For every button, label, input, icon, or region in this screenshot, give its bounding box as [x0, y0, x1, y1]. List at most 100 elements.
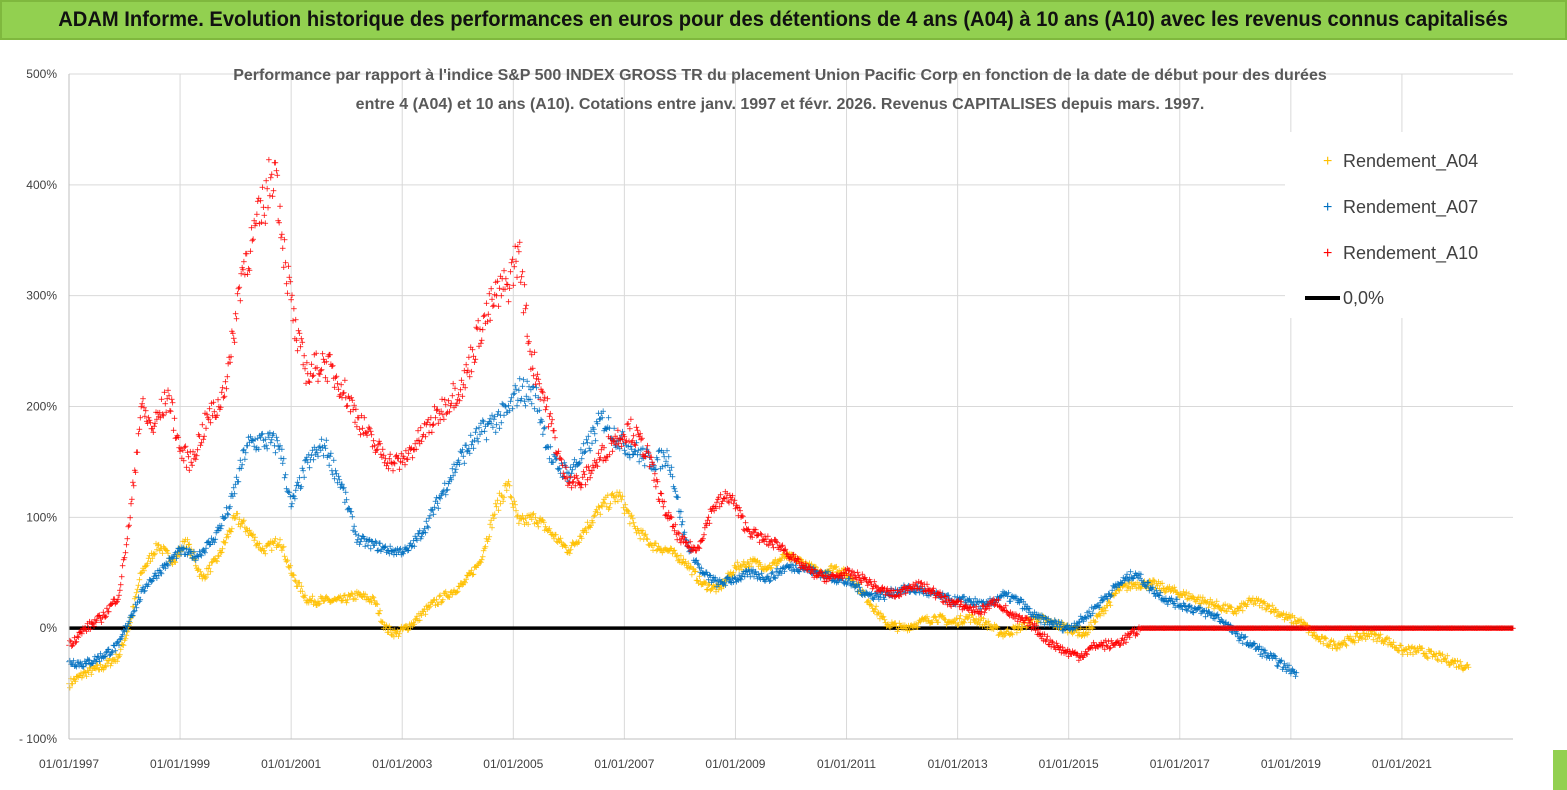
data-point: + [469, 570, 477, 580]
data-point: + [794, 556, 802, 566]
data-point: + [864, 597, 872, 607]
data-point: + [555, 535, 563, 545]
data-point: + [247, 247, 255, 257]
data-point: + [884, 620, 892, 630]
data-point: + [249, 530, 257, 540]
data-point: + [514, 511, 522, 521]
data-point: + [407, 623, 415, 633]
data-point: + [565, 547, 573, 557]
data-point: + [227, 528, 235, 538]
data-point: + [341, 591, 349, 601]
data-point: + [380, 624, 388, 634]
data-point: + [541, 526, 549, 536]
data-point: + [321, 596, 329, 606]
data-point: + [660, 498, 668, 508]
data-point: + [634, 526, 642, 536]
data-point: + [621, 509, 629, 519]
data-point: + [601, 499, 609, 509]
data-point: + [128, 495, 136, 505]
data-point: + [704, 585, 712, 595]
data-point: + [560, 540, 568, 550]
data-point: + [235, 520, 243, 530]
data-point: + [677, 508, 685, 518]
data-point: + [782, 552, 790, 562]
data-point: + [134, 585, 142, 595]
data-point: + [594, 509, 602, 519]
data-point: + [659, 549, 667, 559]
data-point: + [623, 506, 631, 516]
data-point: + [505, 477, 513, 487]
data-point: + [581, 526, 589, 536]
data-point: + [385, 622, 393, 632]
data-point: + [229, 514, 237, 524]
data-point: + [388, 631, 396, 641]
data-point: + [559, 542, 567, 552]
data-point: + [672, 550, 680, 560]
data-point: + [674, 493, 682, 503]
data-point: + [285, 262, 293, 272]
data-point: + [562, 543, 570, 553]
data-point: + [342, 596, 350, 606]
data-point: + [538, 515, 546, 525]
data-point: + [841, 566, 849, 576]
data-point: + [302, 596, 310, 606]
x-tick-label: 01/01/2005 [483, 757, 543, 771]
data-point: + [654, 477, 662, 487]
data-point: + [856, 580, 864, 590]
data-point: + [86, 664, 94, 674]
data-point: + [487, 516, 495, 526]
data-point: + [649, 546, 657, 556]
data-point: + [301, 591, 309, 601]
data-point: + [592, 507, 600, 517]
data-point: + [273, 541, 281, 551]
data-point: + [652, 539, 660, 549]
data-point: + [650, 541, 658, 551]
data-point: + [598, 502, 606, 512]
data-point: + [473, 561, 481, 571]
data-point: + [553, 537, 561, 547]
data-point: + [459, 580, 467, 590]
data-point: + [735, 565, 743, 575]
data-point: + [834, 568, 842, 578]
data-point: + [115, 652, 123, 662]
data-point: + [163, 547, 171, 557]
data-point: + [831, 563, 839, 573]
data-point: + [248, 530, 256, 540]
data-point: + [427, 598, 435, 608]
data-point: + [591, 511, 599, 521]
data-point: + [93, 661, 101, 671]
data-point: + [851, 582, 859, 592]
data-point: + [170, 556, 178, 566]
data-point: + [752, 557, 760, 567]
data-point: + [896, 619, 904, 629]
data-point: + [354, 591, 362, 601]
data-point: + [221, 539, 229, 549]
data-point: + [627, 512, 635, 522]
data-point: + [457, 579, 465, 589]
data-point: + [371, 596, 379, 606]
chart-title-line-2: entre 4 (A04) et 10 ans (A10). Cotations… [356, 96, 1205, 113]
data-point: + [290, 305, 298, 315]
data-point: + [455, 582, 463, 592]
data-point: + [390, 633, 398, 643]
data-point: + [288, 291, 296, 301]
data-point: + [112, 657, 120, 667]
data-point: + [296, 578, 304, 588]
data-point: + [678, 559, 686, 569]
chart-title-line-1: Performance par rapport à l'indice S&P 5… [233, 67, 1327, 84]
data-point: + [783, 554, 791, 564]
data-point: + [89, 662, 97, 672]
data-point: + [84, 666, 92, 676]
data-point: + [87, 670, 95, 680]
data-point: + [67, 675, 75, 685]
data-point: + [524, 520, 532, 530]
data-point: + [748, 558, 756, 568]
data-point: + [829, 568, 837, 578]
data-point: + [478, 555, 486, 565]
data-point: + [176, 543, 184, 553]
data-point: + [618, 495, 626, 505]
data-point: + [566, 549, 574, 559]
data-point: + [791, 554, 799, 564]
data-point: + [299, 592, 307, 602]
data-point: + [297, 587, 305, 597]
